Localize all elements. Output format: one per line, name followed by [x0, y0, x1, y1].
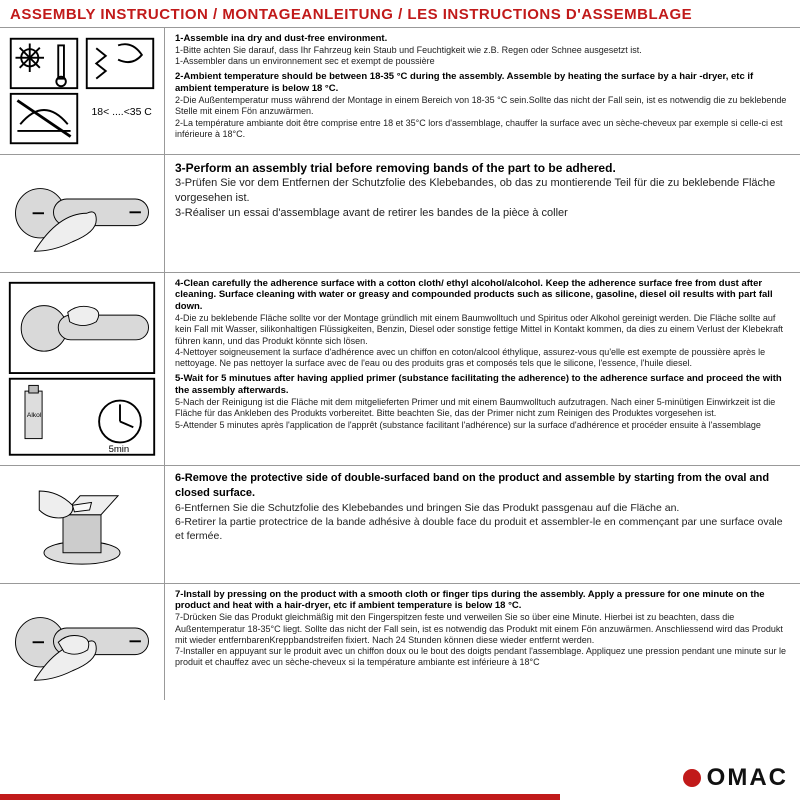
page-title: ASSEMBLY INSTRUCTION / MONTAGEANLEITUNG …: [0, 0, 800, 28]
step-translation: 2-La température ambiante doit être comp…: [175, 118, 792, 141]
step-translation: 3-Prüfen Sie vor dem Entfernen der Schut…: [175, 176, 792, 206]
step-translation: 4-Nettoyer soigneusement la surface d'ad…: [175, 347, 792, 370]
step-translation: 2-Die Außentemperatur muss während der M…: [175, 95, 792, 118]
step-text: 3-Perform an assembly trial before remov…: [165, 155, 800, 272]
step-text: 6-Remove the protective side of double-s…: [165, 466, 800, 583]
step-translation: 5-Nach der Reinigung ist die Fläche mit …: [175, 397, 792, 420]
instruction-rows: 18< ....<35 C 1-Assemble ina dry and dus…: [0, 28, 800, 700]
step-translation: 7-Installer en appuyant sur le produit a…: [175, 646, 792, 669]
step-heading: 2-Ambient temperature should be between …: [175, 71, 792, 95]
step-translation: 7-Drücken Sie das Produkt gleichmäßig mi…: [175, 612, 792, 646]
brand-footer: OMAC: [683, 764, 788, 792]
step-text: 1-Assemble ina dry and dust-free environ…: [165, 28, 800, 154]
step-illustration: 18< ....<35 C: [0, 28, 165, 154]
step-text: 4-Clean carefully the adherence surface …: [165, 273, 800, 466]
step-text: 7-Install by pressing on the product wit…: [165, 584, 800, 701]
svg-text:5min: 5min: [109, 443, 130, 454]
instruction-row: Alkol 5min 4-Clean carefully the adheren…: [0, 273, 800, 467]
svg-text:18< ....<35 C: 18< ....<35 C: [92, 107, 153, 118]
step-heading: 1-Assemble ina dry and dust-free environ…: [175, 33, 792, 45]
step-illustration: [0, 155, 165, 272]
svg-text:Alkol: Alkol: [27, 411, 42, 418]
step-heading: 4-Clean carefully the adherence surface …: [175, 278, 792, 314]
step-illustration: Alkol 5min: [0, 273, 165, 466]
step-heading: 6-Remove the protective side of double-s…: [175, 471, 792, 501]
step-translation: 4-Die zu beklebende Fläche sollte vor de…: [175, 313, 792, 347]
bottom-bar: [0, 794, 560, 800]
step-translation: 6-Retirer la partie protectrice de la ba…: [175, 515, 792, 543]
brand-name: OMAC: [707, 764, 788, 792]
instruction-row: 7-Install by pressing on the product wit…: [0, 584, 800, 701]
instruction-row: 3-Perform an assembly trial before remov…: [0, 155, 800, 273]
step-heading: 7-Install by pressing on the product wit…: [175, 589, 792, 613]
step-translation: 1-Assembler dans un environnement sec et…: [175, 56, 792, 67]
brand-dot-icon: [683, 769, 701, 787]
step-illustration: [0, 466, 165, 583]
step-heading: 3-Perform an assembly trial before remov…: [175, 160, 792, 176]
step-heading: 5-Wait for 5 minutues after having appli…: [175, 373, 792, 397]
step-translation: 3-Réaliser un essai d'assemblage avant d…: [175, 206, 792, 221]
step-translation: 1-Bitte achten Sie darauf, dass Ihr Fahr…: [175, 45, 792, 56]
instruction-row: 6-Remove the protective side of double-s…: [0, 466, 800, 584]
instruction-row: 18< ....<35 C 1-Assemble ina dry and dus…: [0, 28, 800, 155]
step-translation: 5-Attender 5 minutes après l'application…: [175, 420, 792, 431]
step-illustration: [0, 584, 165, 701]
step-translation: 6-Entfernen Sie die Schutzfolie des Kleb…: [175, 501, 792, 515]
